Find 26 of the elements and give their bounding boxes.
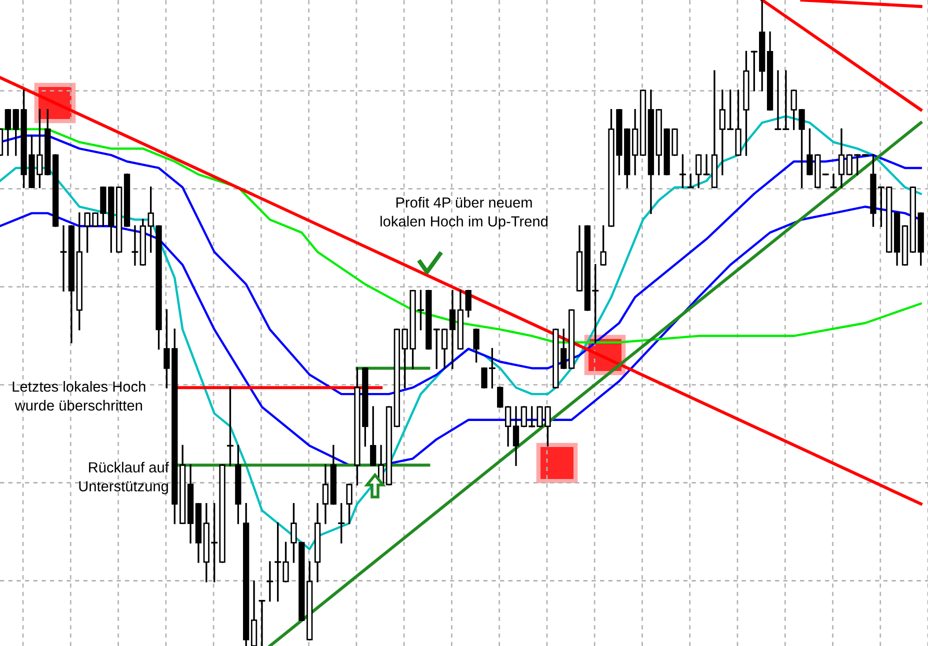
candlestick: [830, 174, 837, 188]
candlestick: [370, 406, 376, 466]
annotation: Letztes lokales Hoch wurde überschritten: [12, 381, 146, 411]
candlestick: [600, 225, 606, 266]
candlestick: [449, 290, 456, 370]
candlestick: [838, 128, 845, 188]
candlestick: [338, 503, 345, 544]
candlestick: [512, 406, 520, 466]
candlestick: [132, 225, 138, 266]
candlestick: [687, 174, 694, 188]
candlestick: [473, 328, 480, 363]
candlestick: [679, 154, 686, 188]
candlestick: [266, 561, 274, 602]
candlestick: [258, 600, 266, 646]
candlestick: [346, 484, 352, 524]
candlestick: [322, 464, 329, 524]
candlestick: [4, 108, 12, 156]
annotation: Rücklauf auf Unterstützung: [79, 462, 169, 494]
candlestick: [703, 154, 710, 176]
candlestick: [504, 406, 512, 447]
candlestick: [696, 154, 702, 188]
candlestick: [465, 290, 472, 318]
candlestick: [226, 386, 234, 466]
candlestick: [497, 386, 504, 408]
annotation: Profit 4P über neuem lokalen Hoch im Up-Trend: [380, 196, 548, 230]
candlestick: [60, 225, 67, 292]
